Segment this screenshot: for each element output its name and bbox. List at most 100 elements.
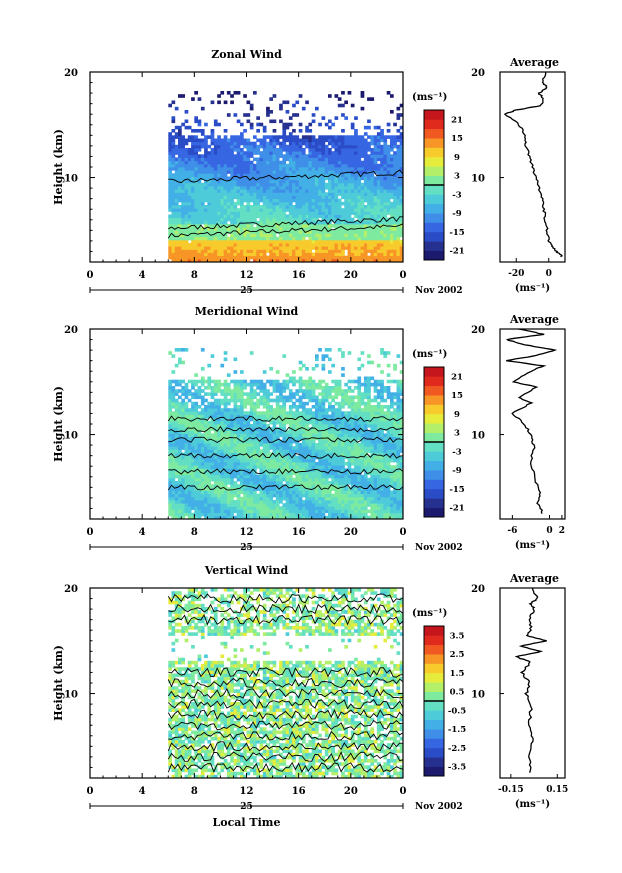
heat-cell xyxy=(220,493,225,498)
heat-cell xyxy=(171,417,176,422)
heat-cell xyxy=(246,512,251,517)
x-tick-label: 0 xyxy=(87,270,94,281)
heat-cell xyxy=(279,430,283,434)
heat-cell xyxy=(269,230,273,234)
heat-cell xyxy=(308,243,313,247)
heat-cell xyxy=(305,100,309,105)
heat-cell xyxy=(236,227,241,231)
heat-cell xyxy=(357,201,362,206)
heat-cell xyxy=(168,433,172,438)
heat-cell xyxy=(285,179,290,184)
heat-cell xyxy=(249,252,254,257)
heat-cell xyxy=(334,138,339,143)
heat-cell xyxy=(204,424,208,428)
heat-cell xyxy=(262,512,267,517)
heat-cell xyxy=(213,430,218,434)
heat-cell xyxy=(396,258,401,263)
heat-cell xyxy=(171,500,176,504)
heat-cell xyxy=(181,417,185,422)
heat-cell xyxy=(210,379,215,384)
heat-cell xyxy=(337,236,342,241)
heat-cell xyxy=(213,398,218,403)
heat-cell xyxy=(220,230,225,234)
heat-cell xyxy=(328,157,332,162)
heat-cell xyxy=(318,477,322,482)
heat-cell xyxy=(301,173,306,177)
heat-cell xyxy=(233,208,238,212)
heat-cell xyxy=(223,484,228,488)
heat-cell xyxy=(259,198,264,203)
heat-cell xyxy=(243,160,247,165)
heat-cell xyxy=(243,179,247,184)
heat-cell xyxy=(334,205,339,209)
heat-cell xyxy=(217,408,221,412)
heat-cell xyxy=(266,173,270,177)
heat-cell xyxy=(373,217,378,222)
heat-cell xyxy=(249,189,254,193)
heat-cell xyxy=(288,157,293,162)
heat-cell xyxy=(328,135,332,139)
heat-cell xyxy=(298,411,303,415)
heat-cell xyxy=(390,227,394,231)
heat-cell xyxy=(344,160,348,165)
heat-cell xyxy=(168,408,172,412)
heat-cell xyxy=(350,198,355,203)
heat-cell xyxy=(350,252,355,257)
heat-cell xyxy=(197,484,202,488)
heat-cell xyxy=(282,258,287,263)
heat-cell xyxy=(354,252,358,257)
heat-cell xyxy=(217,148,221,152)
heat-cell xyxy=(253,236,257,241)
heat-cell xyxy=(233,443,238,447)
heat-cell xyxy=(288,176,293,181)
heat-cell xyxy=(308,382,313,387)
heat-cell xyxy=(295,205,300,209)
heat-cell xyxy=(246,462,251,466)
heat-cell xyxy=(259,430,264,434)
heat-cell xyxy=(292,493,296,498)
heat-cell xyxy=(376,189,381,193)
heat-cell xyxy=(181,496,185,501)
heat-cell xyxy=(197,97,202,101)
heat-cell xyxy=(217,468,221,472)
heat-cell xyxy=(178,211,182,215)
heat-cell xyxy=(194,91,198,95)
heat-cell xyxy=(279,408,283,412)
heat-cell xyxy=(220,208,225,212)
heat-cell xyxy=(288,509,293,514)
heat-cell xyxy=(282,249,287,253)
heat-cell xyxy=(240,217,244,222)
heat-cell xyxy=(341,201,345,206)
heat-cell xyxy=(243,170,247,174)
heat-cell xyxy=(178,465,182,469)
heat-cell xyxy=(298,474,303,479)
heat-cell xyxy=(226,230,231,234)
heat-cell xyxy=(249,433,254,438)
heat-cell xyxy=(178,462,182,466)
heat-cell xyxy=(171,173,176,177)
heat-cell xyxy=(315,198,319,203)
heat-cell xyxy=(390,110,394,114)
heat-cell xyxy=(220,455,225,460)
heat-cell xyxy=(194,474,198,479)
heat-cell xyxy=(213,449,218,453)
heat-cell xyxy=(233,386,238,390)
heat-cell xyxy=(243,246,247,250)
heat-cell xyxy=(171,471,176,476)
heat-cell xyxy=(383,182,388,187)
heat-cell xyxy=(266,405,270,409)
heat-cell xyxy=(305,138,309,143)
heat-cell xyxy=(311,443,316,447)
heat-cell xyxy=(184,417,189,422)
heat-cell xyxy=(311,138,316,143)
heat-cell xyxy=(253,481,257,485)
heat-cell xyxy=(272,224,277,228)
heat-cell xyxy=(210,500,215,504)
heat-cell xyxy=(233,411,238,415)
heat-cell xyxy=(246,424,251,428)
heat-cell xyxy=(399,167,404,171)
heat-cell xyxy=(308,430,313,434)
heat-cell xyxy=(266,217,270,222)
heat-cell xyxy=(282,144,287,149)
heat-cell xyxy=(373,192,378,196)
